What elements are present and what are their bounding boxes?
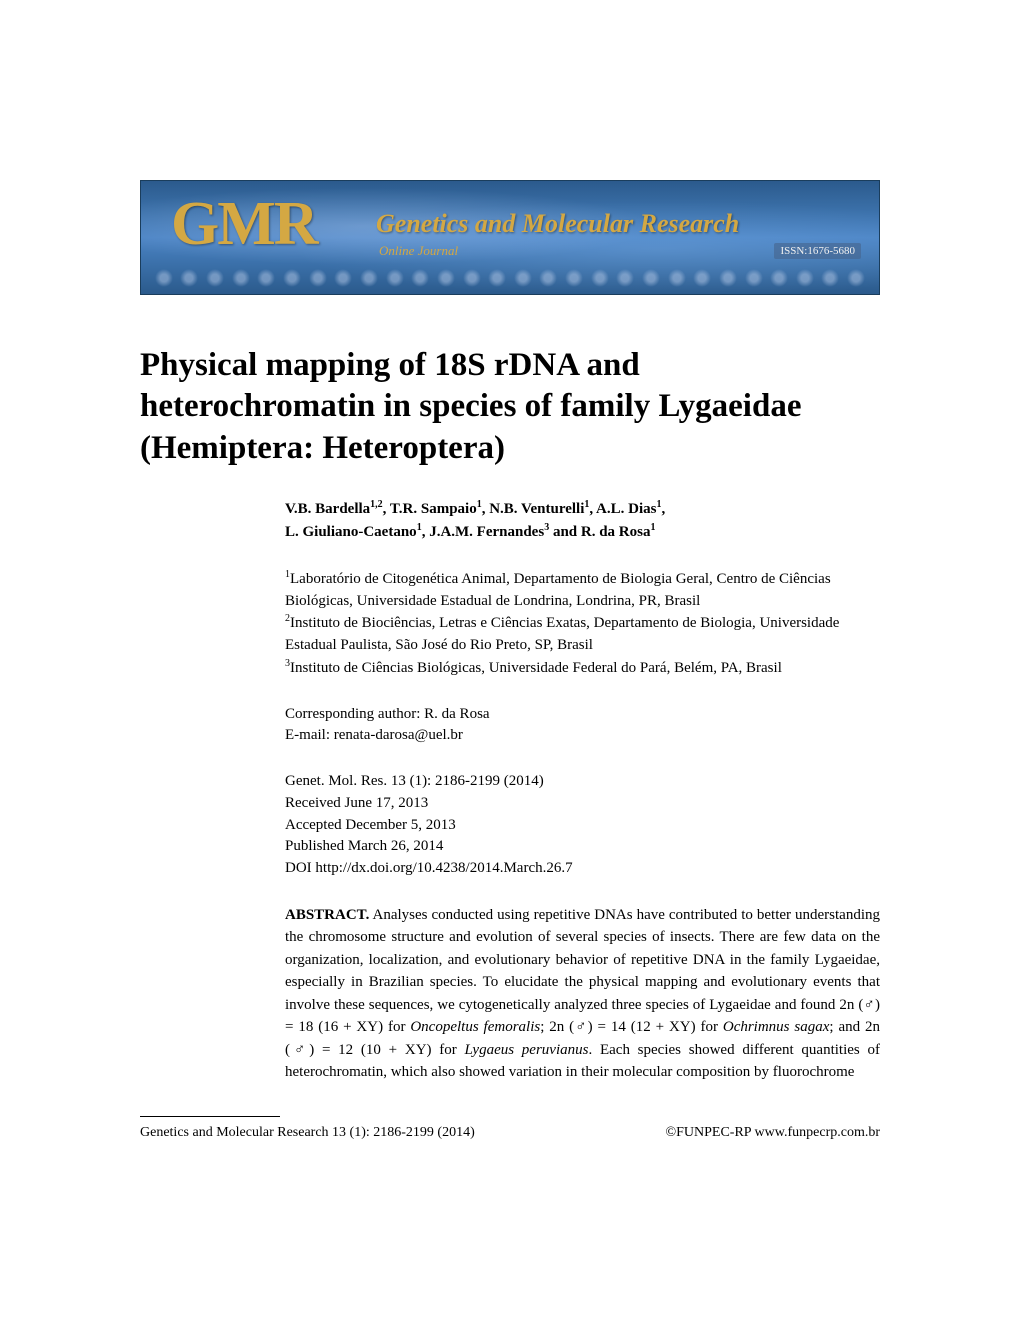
banner-decoration: [141, 266, 879, 290]
aff-text: Laboratório de Citogenética Animal, Depa…: [285, 571, 831, 609]
article-title: Physical mapping of 18S rDNA and heteroc…: [140, 345, 880, 469]
author-text: and R. da Rosa: [549, 524, 650, 540]
citation: Genet. Mol. Res. 13 (1): 2186-2199 (2014…: [285, 773, 544, 789]
author-text: , T.R. Sampaio: [383, 501, 477, 517]
journal-subtitle: Online Journal: [379, 243, 458, 259]
author-text: V.B. Bardella: [285, 501, 370, 517]
abstract-text: ; 2n (♂) = 14 (12 + XY) for: [540, 1019, 723, 1035]
footer-citation: Genetics and Molecular Research 13 (1): …: [140, 1125, 475, 1141]
affiliations: 1Laboratório de Citogenética Animal, Dep…: [285, 568, 880, 680]
author-sup: 1: [650, 522, 655, 533]
species-name: Lygaeus peruvianus: [465, 1042, 589, 1058]
corresponding-author: Corresponding author: R. da Rosa E-mail:…: [285, 704, 880, 748]
aff-text: Instituto de Biociências, Letras e Ciênc…: [285, 615, 839, 653]
published-date: Published March 26, 2014: [285, 838, 443, 854]
author-text: , J.A.M. Fernandes: [422, 524, 545, 540]
author-text: , A.L. Dias: [589, 501, 656, 517]
authors: V.B. Bardella1,2, T.R. Sampaio 1 , N.B. Ve…: [285, 497, 880, 544]
corresponding-label: Corresponding author: R. da Rosa: [285, 706, 490, 722]
author-text: L. Giuliano-Caetano: [285, 524, 417, 540]
received-date: Received June 17, 2013: [285, 795, 428, 811]
species-name: Oncopeltus femoralis: [410, 1019, 540, 1035]
species-name: Ochrimnus sagax: [723, 1019, 830, 1035]
footer-copyright: ©FUNPEC-RP www.funpecrp.com.br: [665, 1125, 880, 1141]
journal-issn: ISSN:1676-5680: [774, 243, 861, 259]
doi: DOI http://dx.doi.org/10.4238/2014.March…: [285, 860, 573, 876]
accepted-date: Accepted December 5, 2013: [285, 817, 456, 833]
footer-divider: [140, 1116, 280, 1117]
author-sup: 1,2: [370, 499, 383, 510]
journal-acronym: GMR: [171, 189, 317, 260]
author-text: , N.B. Venturelli: [482, 501, 585, 517]
corresponding-email: E-mail: renata-darosa@uel.br: [285, 727, 463, 743]
aff-text: Instituto de Ciências Biológicas, Univer…: [290, 660, 782, 676]
abstract-text: Analyses conducted using repetitive DNAs…: [285, 907, 880, 1036]
abstract: ABSTRACT. Analyses conducted using repet…: [285, 904, 880, 1084]
author-text: ,: [661, 501, 665, 517]
journal-name: Genetics and Molecular Research: [376, 209, 739, 239]
abstract-label: ABSTRACT.: [285, 907, 369, 923]
page-footer: Genetics and Molecular Research 13 (1): …: [140, 1125, 880, 1181]
publication-info: Genet. Mol. Res. 13 (1): 2186-2199 (2014…: [285, 771, 880, 880]
journal-banner: GMR Genetics and Molecular Research Onli…: [140, 180, 880, 295]
